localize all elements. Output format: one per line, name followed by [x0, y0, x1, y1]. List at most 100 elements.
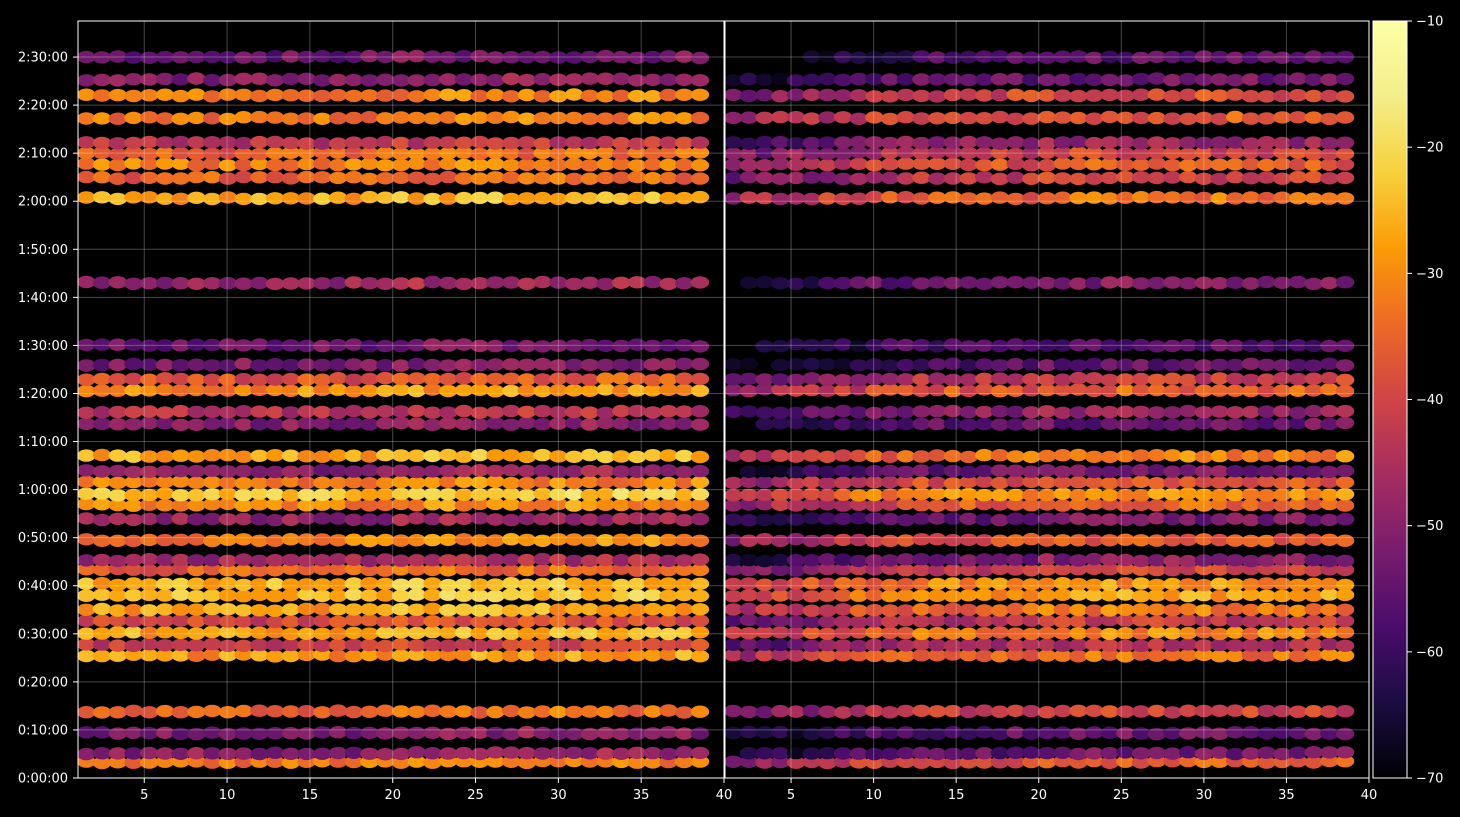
heatmap-cell: [627, 170, 647, 184]
heatmap-cell: [564, 465, 584, 478]
heatmap-cell: [407, 404, 426, 418]
heatmap-cell: [140, 475, 159, 488]
heatmap-cell: [1084, 487, 1104, 501]
heatmap-cell: [975, 588, 994, 601]
heatmap-cell: [959, 554, 978, 567]
heatmap-cell: [943, 614, 963, 628]
heatmap-cell: [1273, 476, 1292, 490]
heatmap-cell: [155, 192, 175, 205]
heatmap-cell: [1335, 639, 1355, 652]
heatmap-cell: [1131, 489, 1151, 502]
heatmap-cell: [454, 450, 474, 463]
heatmap-cell: [1163, 476, 1182, 489]
heatmap-cell: [1179, 464, 1198, 477]
heatmap-cell: [218, 136, 238, 149]
heatmap-cell: [1335, 339, 1355, 352]
heatmap-cell: [755, 498, 774, 511]
heatmap-cell: [580, 627, 599, 640]
heatmap-cell: [470, 604, 489, 617]
heatmap-cell: [943, 73, 963, 86]
heatmap-cell: [78, 384, 96, 398]
heatmap-cell: [802, 88, 821, 102]
heatmap-cell: [549, 705, 568, 719]
heatmap-cell: [755, 146, 774, 159]
heatmap-cell: [627, 191, 647, 205]
heatmap-cell: [439, 488, 458, 501]
heatmap-cell: [1320, 533, 1339, 546]
heatmap-cell: [533, 340, 552, 353]
heatmap-cell: [502, 146, 521, 160]
x-tick-label: 25: [1113, 788, 1130, 803]
heatmap-cell: [1053, 704, 1072, 718]
heatmap-cell: [739, 725, 759, 739]
heatmap-cell: [849, 639, 868, 653]
heatmap-cell: [454, 277, 474, 291]
heatmap-cell: [1304, 50, 1323, 63]
heatmap-cell: [187, 136, 206, 149]
heatmap-cell: [564, 51, 584, 64]
heatmap-cell: [1320, 746, 1339, 759]
heatmap-cell: [1147, 373, 1167, 386]
heatmap-cell: [203, 359, 222, 372]
heatmap-cell: [1335, 50, 1355, 64]
heatmap-cell: [1210, 476, 1229, 489]
heatmap-cell: [596, 277, 615, 291]
heatmap-cell: [1288, 111, 1308, 124]
heatmap-cell: [1116, 562, 1135, 575]
heatmap-cell: [1116, 383, 1135, 397]
heatmap-cell: [470, 497, 489, 511]
heatmap-cell: [360, 406, 379, 419]
heatmap-cell: [1053, 615, 1072, 628]
heatmap-cell: [659, 726, 678, 739]
heatmap-cell: [896, 465, 915, 479]
heatmap-cell: [360, 577, 379, 590]
heatmap-cell: [1288, 604, 1308, 617]
heatmap-cell: [959, 747, 978, 760]
heatmap-cell: [1116, 338, 1135, 352]
heatmap-cell: [675, 449, 694, 463]
heatmap-cell: [1335, 755, 1355, 768]
heatmap-cell: [771, 475, 790, 488]
heatmap-cell: [454, 626, 474, 639]
heatmap-cell: [1037, 649, 1057, 662]
heatmap-cell: [1288, 146, 1308, 159]
heatmap-cell: [423, 172, 442, 186]
heatmap-cell: [281, 627, 300, 641]
heatmap-cell: [771, 172, 790, 185]
heatmap-cell: [564, 384, 584, 397]
heatmap-cell: [549, 465, 568, 478]
heatmap-cell: [108, 112, 128, 125]
heatmap-cell: [1163, 747, 1182, 760]
heatmap-cell: [265, 746, 285, 759]
heatmap-cell: [786, 603, 806, 616]
heatmap-cell: [171, 638, 190, 652]
heatmap-cell: [423, 577, 442, 590]
heatmap-cell: [943, 146, 963, 159]
heatmap-cell: [1100, 171, 1119, 185]
heatmap-cell: [328, 73, 348, 87]
heatmap-cell: [627, 613, 647, 627]
heatmap-cell: [124, 603, 143, 617]
heatmap-cell: [1210, 277, 1229, 290]
heatmap-cell: [313, 578, 332, 591]
heatmap-cell: [1069, 747, 1088, 761]
heatmap-cell: [1288, 497, 1308, 511]
heatmap-cell: [1179, 746, 1198, 759]
heatmap-cell: [1037, 746, 1057, 760]
heatmap-cell: [1069, 146, 1088, 159]
heatmap-cell: [1304, 136, 1323, 149]
heatmap-cell: [407, 476, 426, 490]
heatmap-cell: [391, 563, 411, 576]
heatmap-cell: [344, 358, 363, 371]
heatmap-cell: [1210, 158, 1229, 171]
heatmap-cell: [865, 563, 884, 576]
heatmap-cell: [1069, 371, 1088, 385]
heatmap-cell: [802, 648, 821, 661]
heatmap-cell: [975, 417, 994, 431]
heatmap-cell: [580, 727, 599, 741]
heatmap-cell: [725, 405, 743, 418]
heatmap-cell: [975, 358, 994, 371]
heatmap-cell: [975, 604, 994, 617]
heatmap-cell: [612, 562, 631, 575]
heatmap-cell: [281, 498, 300, 512]
